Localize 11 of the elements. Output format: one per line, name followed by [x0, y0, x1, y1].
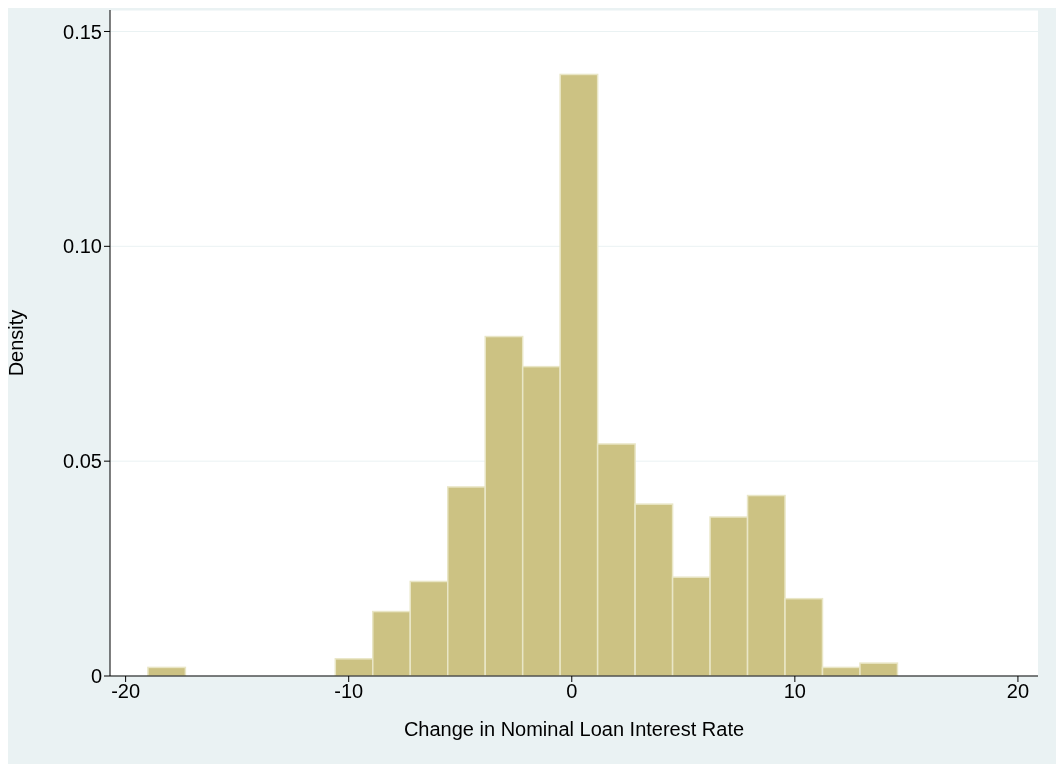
y-tick-label: 0.10 [63, 235, 102, 258]
y-tick-label: 0.05 [63, 450, 102, 473]
x-tick-label: 20 [1006, 680, 1030, 703]
x-axis-title: Change in Nominal Loan Interest Rate [403, 718, 745, 740]
x-tick-label: -20 [111, 680, 141, 703]
x-tick-label: -10 [334, 680, 364, 703]
y-axis-title: Density [5, 309, 28, 377]
y-tick-label: 0 [90, 665, 102, 688]
x-tick-label: 0 [566, 680, 578, 703]
x-tick-label: 10 [783, 680, 806, 703]
y-tick-label: 0.15 [63, 20, 102, 43]
